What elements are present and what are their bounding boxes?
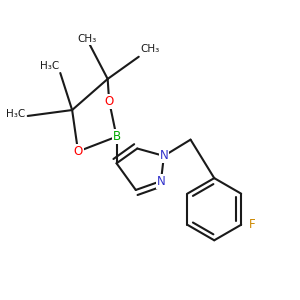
Text: H₃C: H₃C (5, 110, 25, 119)
Text: CH₃: CH₃ (140, 44, 160, 54)
Text: H₃C: H₃C (40, 61, 59, 70)
Text: CH₃: CH₃ (77, 34, 97, 44)
Text: O: O (74, 145, 83, 158)
Text: N: N (157, 175, 165, 188)
Text: B: B (112, 130, 121, 143)
Text: N: N (160, 149, 168, 162)
Text: O: O (104, 95, 114, 108)
Text: F: F (249, 218, 255, 231)
